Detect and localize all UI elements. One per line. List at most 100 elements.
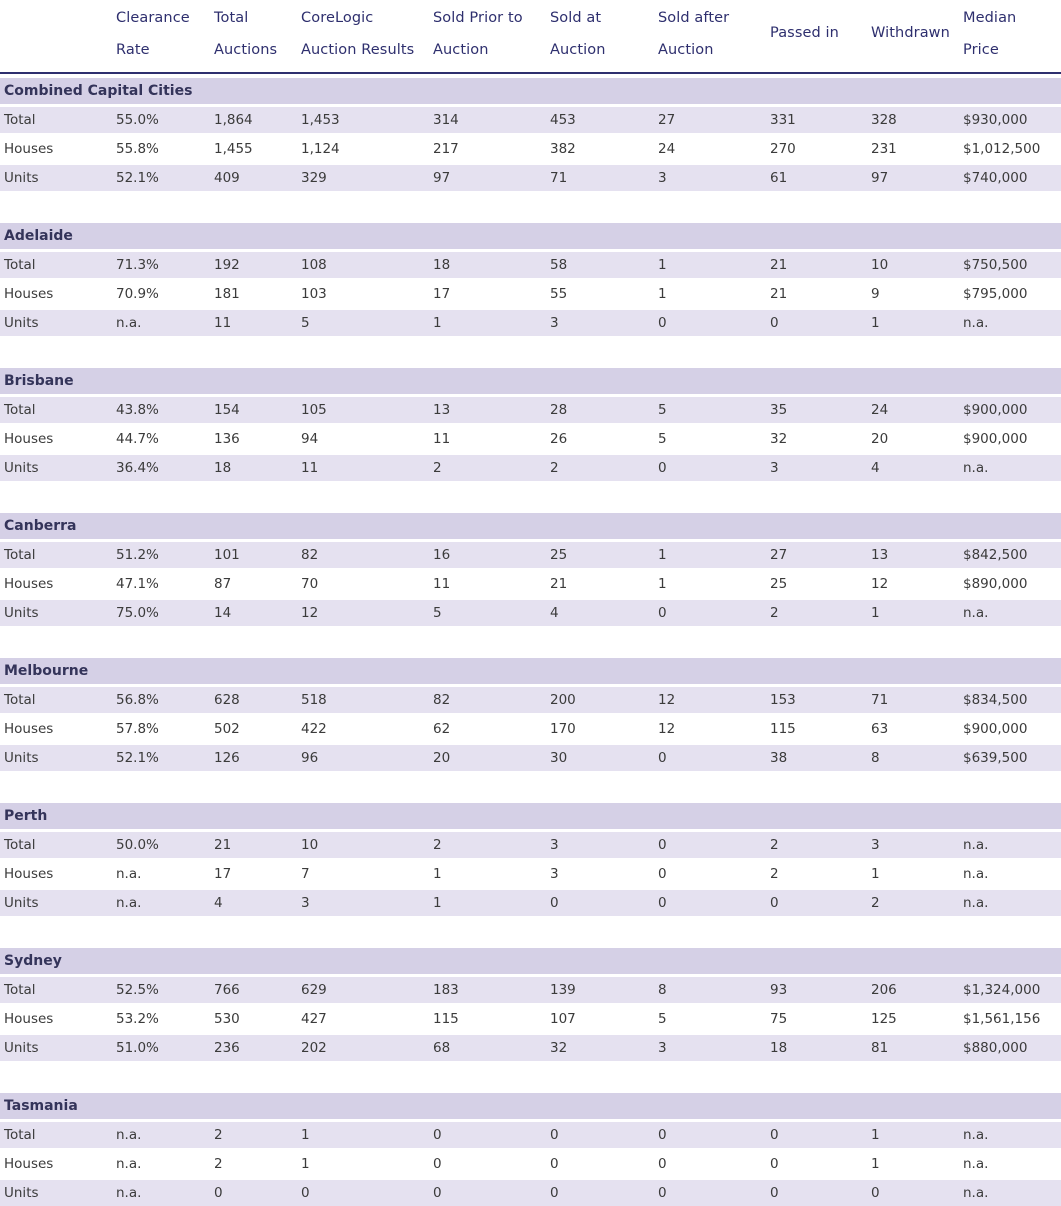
cell-clearance-rate: n.a. bbox=[116, 1156, 142, 1172]
cell-row-label: Houses bbox=[4, 866, 54, 882]
cell-withdrawn: 9 bbox=[871, 286, 880, 302]
cell-median-price: n.a. bbox=[963, 1156, 989, 1172]
cell-sold-at: 55 bbox=[550, 286, 568, 302]
cell-corelogic-results: 3 bbox=[301, 895, 310, 911]
cell-total-auctions: 11 bbox=[214, 315, 232, 331]
cell-total-auctions: 409 bbox=[214, 170, 240, 186]
cell-clearance-rate: 47.1% bbox=[116, 576, 159, 592]
cell-sold-at: 30 bbox=[550, 750, 568, 766]
cell-withdrawn: 13 bbox=[871, 547, 889, 563]
cell-withdrawn: 1 bbox=[871, 866, 880, 882]
cell-withdrawn: 328 bbox=[871, 112, 897, 128]
cell-clearance-rate: n.a. bbox=[116, 1185, 142, 1201]
cell-sold-prior: 17 bbox=[433, 286, 451, 302]
header-sold-prior-line: Auction bbox=[433, 42, 489, 58]
cell-total-auctions: 236 bbox=[214, 1040, 240, 1056]
header-sold-at: Sold at Auction bbox=[550, 2, 606, 66]
header-median-price-line: Price bbox=[963, 42, 999, 58]
cell-sold-prior: 2 bbox=[433, 837, 442, 853]
cell-sold-after: 0 bbox=[658, 866, 667, 882]
section-title: Brisbane bbox=[4, 373, 74, 389]
table-row: Total 51.2% 101 82 16 25 1 27 13 $842,500 bbox=[0, 542, 1061, 568]
cell-row-label: Houses bbox=[4, 576, 54, 592]
cell-passed-in: 2 bbox=[770, 605, 779, 621]
cell-sold-after: 5 bbox=[658, 1011, 667, 1027]
cell-corelogic-results: 1,124 bbox=[301, 141, 340, 157]
cell-sold-after: 0 bbox=[658, 837, 667, 853]
cell-passed-in: 35 bbox=[770, 402, 788, 418]
cell-passed-in: 331 bbox=[770, 112, 796, 128]
header-total-auctions-line: Auctions bbox=[214, 42, 278, 58]
cell-median-price: n.a. bbox=[963, 895, 989, 911]
cell-median-price: $900,000 bbox=[963, 402, 1028, 418]
cell-clearance-rate: 51.0% bbox=[116, 1040, 159, 1056]
cell-median-price: $842,500 bbox=[963, 547, 1028, 563]
cell-median-price: $740,000 bbox=[963, 170, 1028, 186]
cell-clearance-rate: 55.0% bbox=[116, 112, 159, 128]
cell-total-auctions: 1,455 bbox=[214, 141, 253, 157]
cell-withdrawn: 63 bbox=[871, 721, 889, 737]
cell-total-auctions: 4 bbox=[214, 895, 223, 911]
cell-passed-in: 115 bbox=[770, 721, 796, 737]
header-withdrawn-line: Withdrawn bbox=[871, 25, 950, 41]
cell-median-price: $1,012,500 bbox=[963, 141, 1041, 157]
cell-withdrawn: 71 bbox=[871, 692, 889, 708]
cell-sold-at: 2 bbox=[550, 460, 559, 476]
header-corelogic-results-line: Auction Results bbox=[301, 42, 415, 58]
section-title: Tasmania bbox=[4, 1098, 78, 1114]
cell-sold-at: 58 bbox=[550, 257, 568, 273]
cell-sold-at: 0 bbox=[550, 1156, 559, 1172]
cell-corelogic-results: 5 bbox=[301, 315, 310, 331]
section-title-row: Combined Capital Cities bbox=[0, 78, 1061, 104]
cell-row-label: Units bbox=[4, 605, 39, 621]
section-title: Adelaide bbox=[4, 228, 73, 244]
cell-total-auctions: 502 bbox=[214, 721, 240, 737]
cell-clearance-rate: 36.4% bbox=[116, 460, 159, 476]
cell-corelogic-results: 0 bbox=[301, 1185, 310, 1201]
cell-clearance-rate: 44.7% bbox=[116, 431, 159, 447]
table-row: Houses n.a. 17 7 1 3 0 2 1 n.a. bbox=[0, 861, 1061, 887]
cell-sold-after: 0 bbox=[658, 605, 667, 621]
cell-sold-at: 71 bbox=[550, 170, 568, 186]
header-sold-after-line: Sold after bbox=[658, 10, 730, 26]
cell-sold-at: 170 bbox=[550, 721, 576, 737]
cell-sold-prior: 97 bbox=[433, 170, 451, 186]
cell-total-auctions: 18 bbox=[214, 460, 232, 476]
cell-passed-in: 21 bbox=[770, 286, 788, 302]
cell-row-label: Houses bbox=[4, 1011, 54, 1027]
cell-sold-prior: 11 bbox=[433, 576, 451, 592]
cell-passed-in: 38 bbox=[770, 750, 788, 766]
cell-total-auctions: 21 bbox=[214, 837, 232, 853]
section-title-row: Tasmania bbox=[0, 1093, 1061, 1119]
cell-median-price: $1,324,000 bbox=[963, 982, 1041, 998]
cell-sold-after: 5 bbox=[658, 431, 667, 447]
section-title: Melbourne bbox=[4, 663, 89, 679]
cell-corelogic-results: 94 bbox=[301, 431, 319, 447]
table-row: Total 43.8% 154 105 13 28 5 35 24 $900,000 bbox=[0, 397, 1061, 423]
cell-corelogic-results: 1,453 bbox=[301, 112, 340, 128]
cell-total-auctions: 181 bbox=[214, 286, 240, 302]
table-row: Houses n.a. 2 1 0 0 0 0 1 n.a. bbox=[0, 1151, 1061, 1177]
cell-median-price: n.a. bbox=[963, 1185, 989, 1201]
cell-total-auctions: 154 bbox=[214, 402, 240, 418]
cell-row-label: Units bbox=[4, 170, 39, 186]
section-title-row: Brisbane bbox=[0, 368, 1061, 394]
cell-sold-after: 0 bbox=[658, 1156, 667, 1172]
cell-row-label: Total bbox=[4, 257, 36, 273]
cell-passed-in: 61 bbox=[770, 170, 788, 186]
cell-row-label: Houses bbox=[4, 1156, 54, 1172]
table-row: Houses 57.8% 502 422 62 170 12 115 63 $900,000 bbox=[0, 716, 1061, 742]
cell-withdrawn: 8 bbox=[871, 750, 880, 766]
cell-median-price: $1,561,156 bbox=[963, 1011, 1041, 1027]
cell-sold-prior: 0 bbox=[433, 1156, 442, 1172]
cell-withdrawn: 3 bbox=[871, 837, 880, 853]
cell-passed-in: 153 bbox=[770, 692, 796, 708]
cell-passed-in: 32 bbox=[770, 431, 788, 447]
table-row: Total 56.8% 628 518 82 200 12 153 71 $834,500 bbox=[0, 687, 1061, 713]
header-median-price: Median Price bbox=[963, 2, 1016, 66]
cell-sold-after: 0 bbox=[658, 1127, 667, 1143]
cell-clearance-rate: n.a. bbox=[116, 866, 142, 882]
cell-corelogic-results: 427 bbox=[301, 1011, 327, 1027]
cell-passed-in: 0 bbox=[770, 315, 779, 331]
cell-total-auctions: 87 bbox=[214, 576, 232, 592]
